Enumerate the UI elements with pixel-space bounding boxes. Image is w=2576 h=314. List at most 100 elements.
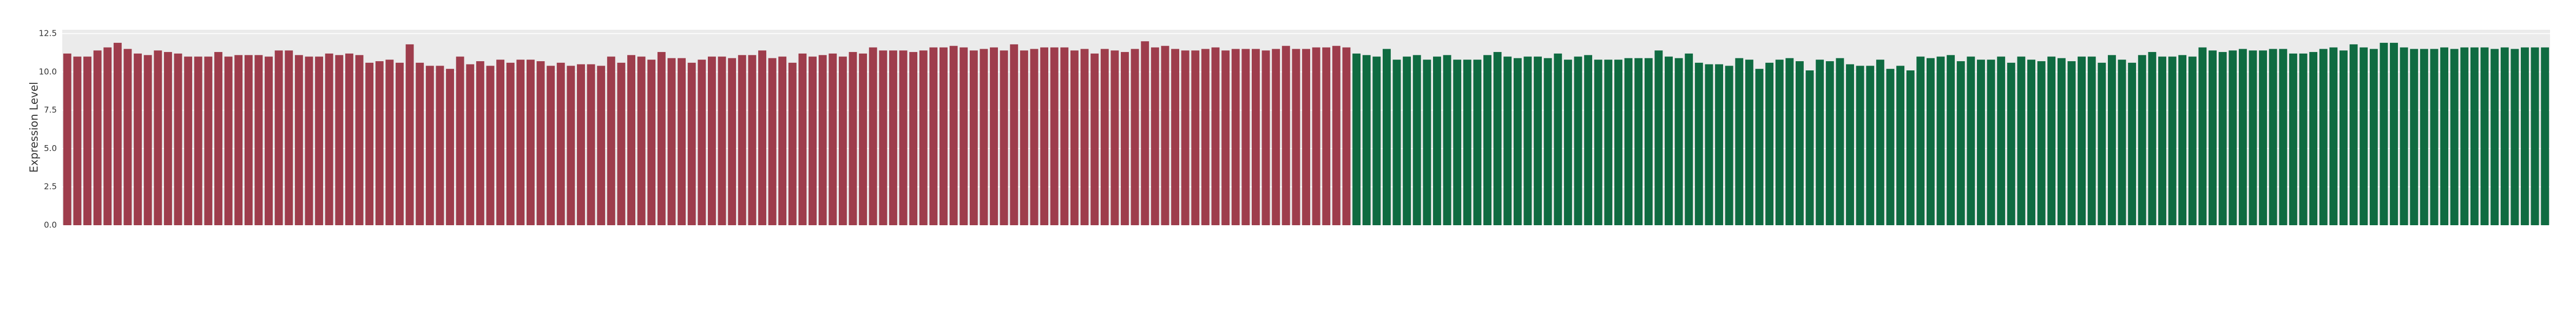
bar [285, 50, 293, 226]
bar [1725, 66, 1733, 225]
bar [2148, 52, 2157, 225]
bar [547, 66, 555, 225]
bar [1342, 47, 1351, 225]
bar [1624, 58, 1633, 225]
bar [1483, 55, 1491, 225]
bar [2410, 49, 2419, 226]
bar [335, 55, 344, 225]
bar [2047, 56, 2056, 226]
bar [1372, 56, 1381, 226]
bar [2460, 47, 2469, 225]
y-tick-label: 0.0 [44, 220, 57, 230]
bar [1574, 56, 1582, 226]
bar [657, 52, 666, 225]
bar [567, 66, 575, 225]
bar [1825, 61, 1834, 225]
bar [396, 62, 404, 225]
bar [2400, 47, 2408, 225]
bar [1956, 61, 1965, 225]
bar [2057, 58, 2066, 225]
bar [2188, 56, 2197, 226]
bar [1685, 53, 1693, 225]
bar [2349, 44, 2358, 225]
bar [960, 47, 968, 225]
bar [1866, 66, 1875, 225]
bar [1977, 60, 1985, 225]
bar [1644, 58, 1653, 225]
bar [1423, 60, 1431, 225]
bar [2098, 62, 2106, 225]
bar [678, 58, 686, 225]
bar [2118, 60, 2126, 225]
bar [1906, 70, 1915, 225]
bar [1765, 62, 1774, 225]
bar [2138, 55, 2146, 225]
bar [1634, 58, 1643, 225]
bar [990, 47, 998, 225]
bar [1896, 66, 1905, 225]
bar [496, 60, 505, 225]
bar [355, 55, 364, 225]
bar [1302, 49, 1310, 226]
bar [1251, 49, 1260, 226]
bar [1231, 49, 1240, 226]
bar [1967, 56, 1975, 226]
bar [758, 50, 766, 226]
bar [2430, 49, 2439, 226]
bar [1312, 47, 1320, 225]
bar [143, 55, 152, 225]
bar [2470, 47, 2479, 225]
bar [325, 53, 333, 225]
bar [1020, 50, 1028, 226]
bar [1856, 66, 1864, 225]
bar [1463, 60, 1471, 225]
bar [1211, 47, 1220, 225]
bar [1563, 60, 1572, 225]
bar [174, 53, 182, 225]
bar [1392, 60, 1401, 225]
bar [1775, 60, 1784, 225]
bar [375, 61, 384, 225]
bar [2209, 50, 2217, 226]
bar [2450, 49, 2459, 226]
bar [536, 61, 545, 225]
bar [1543, 58, 1552, 225]
bar [436, 66, 444, 225]
bar [1715, 64, 1724, 226]
bar [2158, 56, 2166, 226]
bar [637, 56, 646, 226]
bar [667, 58, 676, 225]
bar [1876, 60, 1884, 225]
bar [1141, 41, 1149, 225]
bar [2238, 49, 2247, 226]
bar [2269, 49, 2277, 226]
bar [1665, 56, 1673, 226]
bar [1433, 56, 1441, 226]
bar [687, 62, 696, 225]
bar [698, 60, 706, 225]
bar [265, 56, 273, 226]
bar [345, 53, 353, 225]
bar [1523, 56, 1532, 226]
bar [1614, 60, 1622, 225]
bar [1654, 50, 1663, 226]
bar [859, 53, 868, 225]
bar [274, 50, 283, 226]
bar [1493, 52, 1502, 225]
bar [2299, 53, 2308, 225]
bar [1594, 60, 1602, 225]
bar [214, 52, 222, 225]
bar [1987, 60, 1995, 225]
bar [1292, 49, 1300, 226]
bar [234, 55, 243, 225]
bar [728, 58, 737, 225]
bar [1131, 49, 1139, 226]
bar [2087, 56, 2096, 226]
bar [2380, 43, 2388, 226]
bar [1352, 53, 1361, 225]
bar [2490, 49, 2499, 226]
bar [2541, 47, 2549, 225]
bar [1040, 47, 1049, 225]
bar [949, 45, 958, 226]
bar [1785, 58, 1794, 225]
